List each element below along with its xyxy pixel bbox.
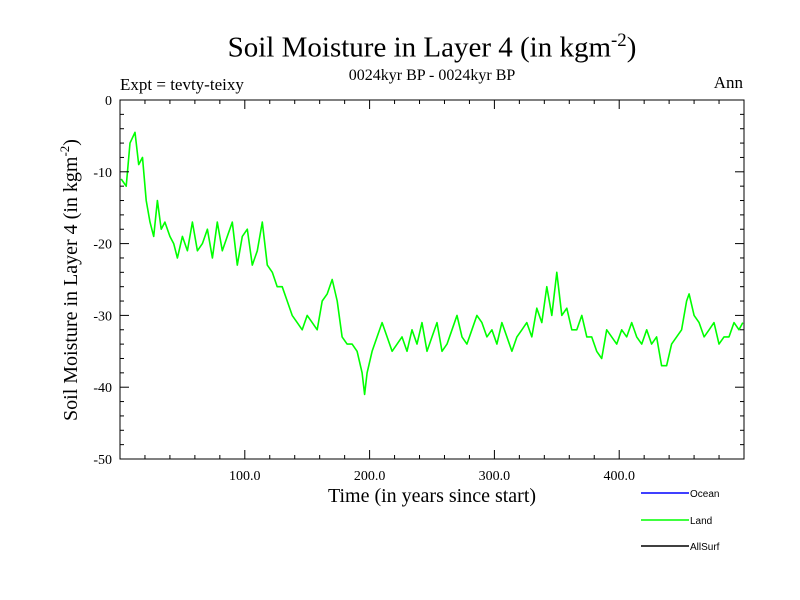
x-tick-label: 200.0 [354, 469, 386, 484]
y-tick-label: -40 [93, 381, 112, 396]
season-label: Ann [713, 73, 743, 92]
chart-subtitle: 0024kyr BP - 0024kyr BP [348, 67, 516, 84]
legend-label-ocean: Ocean [690, 489, 719, 500]
legend-label-allsurf: AllSurf [690, 542, 720, 553]
x-tick-label: 100.0 [229, 469, 261, 484]
plot-frame [119, 99, 745, 460]
y-tick-label: -30 [93, 309, 112, 324]
legend: Ocean Land AllSurf [641, 489, 720, 553]
chart-title: Soil Moisture in Layer 4 (in kgm-2) [227, 30, 637, 64]
y-tick-label: -20 [93, 238, 112, 253]
y-tick-label: 0 [105, 94, 112, 109]
series-line-land [120, 131, 744, 396]
y-tick-label: -10 [93, 166, 112, 181]
x-tick-label: 300.0 [479, 469, 511, 484]
legend-label-land: Land [690, 516, 712, 527]
y-tick-label: -50 [93, 453, 112, 468]
series-layer [120, 131, 744, 396]
tick-layer: 0 -10 -20 -30 -40 -50 100.0 200.0 300.0 400.0 [93, 94, 744, 484]
x-tick-label: 400.0 [603, 469, 635, 484]
experiment-label: Expt = tevty-teixy [120, 75, 244, 94]
x-axis-label: Time (in years since start) [327, 485, 537, 507]
